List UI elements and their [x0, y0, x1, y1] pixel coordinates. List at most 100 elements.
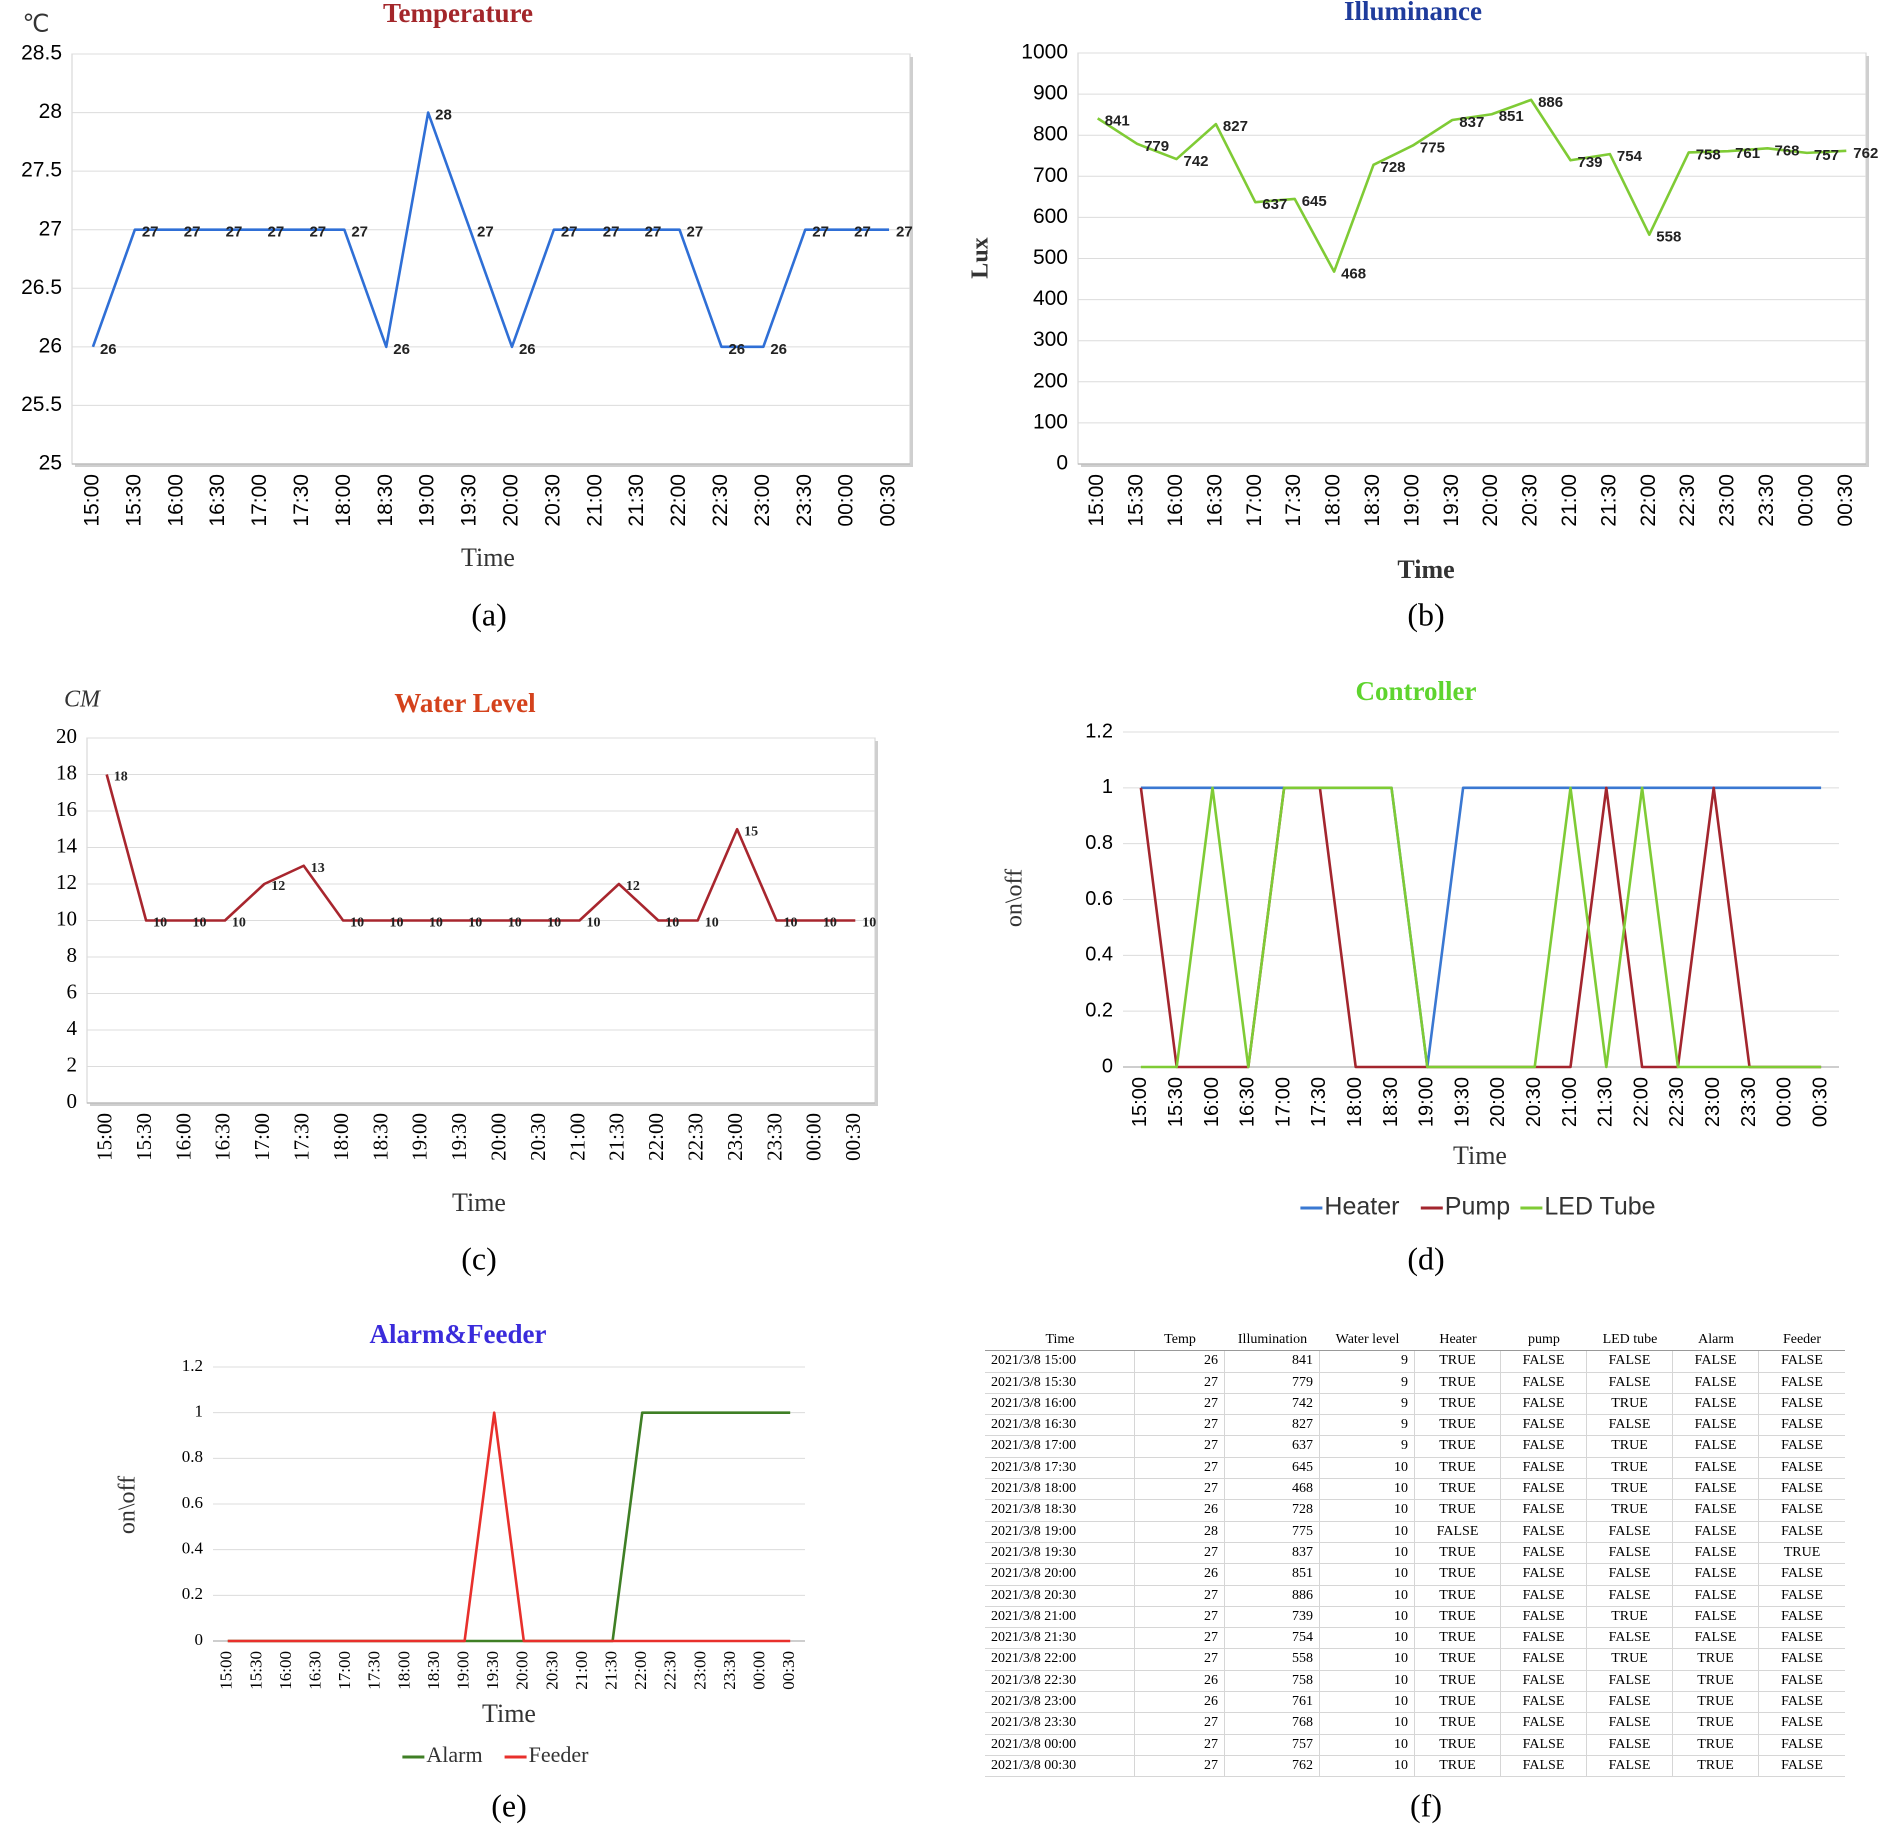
x-tick-label: 18:00: [332, 474, 355, 527]
x-tick-label: 22:30: [1676, 474, 1699, 527]
x-tick-label: 19:00: [454, 1651, 473, 1690]
table-cell: FALSE: [1673, 1415, 1759, 1436]
table-cell: FALSE: [1587, 1372, 1673, 1393]
y-tick-label: 2: [67, 1052, 78, 1076]
table-cell: 27: [1135, 1734, 1225, 1755]
x-tick-label: 18:30: [1361, 474, 1384, 527]
table-cell: TRUE: [1415, 1734, 1501, 1755]
table-cell: FALSE: [1781, 1715, 1823, 1731]
table-cell: TRUE: [1415, 1755, 1501, 1777]
data-label: 27: [854, 224, 871, 241]
table-cell: 754: [1225, 1628, 1320, 1649]
table-row: 2021/3/8 17:30 27 645 10 TRUE FALSE TRUE FALSE F…: [985, 1457, 1845, 1480]
caption: (c): [461, 1240, 497, 1276]
x-tick-label: 00:00: [1774, 1077, 1796, 1127]
x-tick-label: 18:00: [394, 1651, 413, 1690]
table-cell: 558: [1225, 1649, 1320, 1670]
y-tick-label: 0.6: [182, 1493, 203, 1512]
table-cell: FALSE: [1781, 1608, 1823, 1624]
y-tick-label: 0.2: [182, 1584, 203, 1603]
table-cell: 10: [1320, 1479, 1415, 1500]
table-cell: 739: [1225, 1606, 1320, 1628]
data-label: 768: [1775, 142, 1800, 159]
data-label: 10: [705, 916, 719, 931]
x-tick-label: 19:00: [1416, 1077, 1438, 1127]
table-cell: 10: [1320, 1692, 1415, 1713]
x-tick-label: 15:00: [93, 1113, 117, 1161]
table-cell: FALSE: [1781, 1630, 1823, 1646]
data-label: 12: [271, 879, 285, 894]
table-cell: FALSE: [1781, 1736, 1823, 1752]
x-tick-label: 23:30: [720, 1651, 739, 1690]
y-tick-label: 1: [195, 1402, 204, 1421]
x-tick-label: 15:30: [246, 1651, 265, 1690]
x-tick-label: 18:30: [374, 474, 397, 527]
y-tick-label: 800: [1033, 123, 1068, 146]
caption: (e): [491, 1787, 527, 1823]
x-tick-label: 20:30: [542, 1651, 561, 1690]
data-label: 739: [1578, 154, 1603, 171]
x-tick-label: 20:00: [513, 1651, 532, 1690]
table-cell: 837: [1225, 1542, 1320, 1564]
table-cell: FALSE: [1501, 1606, 1587, 1628]
x-tick-label: 16:30: [211, 1113, 235, 1161]
table-cell: FALSE: [1501, 1351, 1587, 1372]
table-cell: FALSE: [1587, 1351, 1673, 1372]
x-axis-label: Time: [1397, 555, 1454, 584]
table-cell: 2021/3/8 20:00: [985, 1564, 1135, 1585]
table-cell: FALSE: [1587, 1713, 1673, 1734]
table-cell: 2021/3/8 00:30: [985, 1755, 1135, 1777]
data-label: 10: [468, 916, 482, 931]
table-row: 2021/3/8 16:00 27 742 9 TRUE FALSE TRUE FALSE FA…: [985, 1393, 1845, 1416]
data-label: 742: [1184, 153, 1209, 170]
x-tick-label: 20:00: [499, 474, 522, 527]
table-cell: FALSE: [1781, 1566, 1823, 1582]
y-axis-label: CM: [64, 687, 102, 713]
x-tick-label: 23:30: [1738, 1077, 1760, 1127]
x-tick-label: 00:30: [841, 1113, 865, 1161]
table-cell: 26: [1135, 1500, 1225, 1521]
x-tick-label: 21:00: [1558, 474, 1581, 527]
data-label: 27: [477, 224, 494, 241]
table-row: 2021/3/8 15:30 27 779 9 TRUE FALSE FALSE FALSE F…: [985, 1372, 1845, 1394]
table-cell: FALSE: [1587, 1415, 1673, 1436]
table-row: 2021/3/8 19:30 27 837 10 TRUE FALSE FALSE FALSE…: [985, 1542, 1845, 1565]
table-cell: FALSE: [1781, 1672, 1823, 1688]
table-cell: FALSE: [1501, 1670, 1587, 1692]
y-tick-label: 200: [1033, 369, 1068, 392]
table-cell: FALSE: [1501, 1436, 1587, 1457]
x-tick-label: 23:00: [690, 1651, 709, 1690]
table-row: 2021/3/8 20:00 26 851 10 TRUE FALSE FALSE FALSE…: [985, 1564, 1845, 1586]
table-cell: 10: [1320, 1564, 1415, 1585]
table-cell: 9: [1320, 1436, 1415, 1457]
table-cell: 10: [1320, 1755, 1415, 1777]
y-tick-label: 0: [1102, 1055, 1113, 1077]
table-cell: 761: [1225, 1692, 1320, 1713]
data-label: 27: [645, 224, 662, 241]
x-tick-label: 22:30: [1666, 1077, 1688, 1127]
table-cell: FALSE: [1501, 1415, 1587, 1436]
table-row: 2021/3/8 21:30 27 754 10 TRUE FALSE FALSE FALSE…: [985, 1628, 1845, 1650]
table-cell: 26: [1135, 1351, 1225, 1372]
table-cell: FALSE: [1501, 1713, 1587, 1734]
x-tick-label: 15:30: [1125, 474, 1148, 527]
x-tick-label: 16:30: [206, 474, 229, 527]
table-cell: TRUE: [1673, 1755, 1759, 1777]
table-cell: TRUE: [1415, 1628, 1501, 1649]
table-cell: FALSE: [1781, 1353, 1823, 1369]
data-label: 27: [603, 224, 620, 241]
table-cell: TRUE: [1587, 1457, 1673, 1479]
table-cell: FALSE: [1781, 1438, 1823, 1454]
x-tick-label: 19:30: [447, 1113, 471, 1161]
y-tick-label: 0.6: [1085, 888, 1113, 910]
data-label: 10: [823, 916, 837, 931]
y-tick-label: 600: [1033, 205, 1068, 228]
y-tick-label: 8: [67, 943, 78, 967]
x-tick-label: 19:30: [1451, 1077, 1473, 1127]
table-cell: TRUE: [1587, 1393, 1673, 1415]
x-tick-label: 20:30: [526, 1113, 550, 1161]
x-tick-label: 21:00: [565, 1113, 589, 1161]
table-cell: 758: [1225, 1670, 1320, 1692]
data-table: Time Temp Illumination Water level Heater pum…: [985, 1330, 1845, 1778]
x-tick-label: 16:30: [1203, 474, 1226, 527]
